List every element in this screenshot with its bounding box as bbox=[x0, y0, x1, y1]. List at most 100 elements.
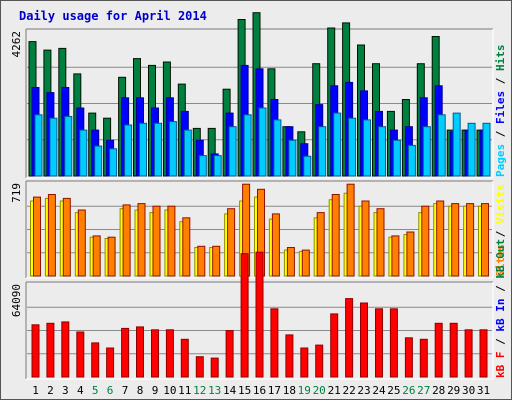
bar-sites-day-13 bbox=[212, 245, 221, 277]
x-tick-day-23: 23 bbox=[357, 384, 370, 397]
legend-item-kb-f: kB F bbox=[494, 352, 507, 379]
bar-kb-f-day-4 bbox=[76, 331, 85, 378]
x-tick-day-29: 29 bbox=[447, 384, 460, 397]
legend-item-visits: Visits bbox=[494, 184, 507, 224]
x-tick-day-18: 18 bbox=[283, 384, 296, 397]
bar-sites-day-5 bbox=[92, 235, 101, 277]
x-tick-day-25: 25 bbox=[387, 384, 400, 397]
x-tick-day-9: 9 bbox=[152, 384, 159, 397]
legend-separator: / bbox=[494, 332, 507, 352]
x-tick-day-15: 15 bbox=[238, 384, 251, 397]
bar-pages-day-28 bbox=[437, 114, 446, 177]
x-tick-day-5: 5 bbox=[92, 384, 99, 397]
legend-item-kb-in: kB In bbox=[494, 299, 507, 332]
bar-sites-day-1 bbox=[33, 196, 41, 277]
chart-title: Daily usage for April 2014 bbox=[19, 9, 207, 23]
bar-kb-f-day-11 bbox=[180, 338, 189, 378]
y-max-label: 64090 bbox=[10, 284, 23, 317]
panel-kbytes: 64090 kB F / kB In / kB Out bbox=[10, 239, 507, 380]
bar-pages-day-13 bbox=[213, 155, 222, 177]
bar-sites-day-9 bbox=[152, 205, 161, 277]
bar-kb-f-day-27 bbox=[419, 338, 428, 378]
bar-sites-day-7 bbox=[122, 204, 131, 277]
x-tick-day-16: 16 bbox=[253, 384, 266, 397]
x-tick-day-17: 17 bbox=[268, 384, 281, 397]
x-tick-day-21: 21 bbox=[328, 384, 341, 397]
bar-kb-f-day-28 bbox=[434, 322, 443, 378]
bar-kb-f-day-17 bbox=[270, 308, 279, 378]
bar-kb-f-day-5 bbox=[91, 342, 100, 378]
legend-separator: / bbox=[494, 224, 507, 244]
x-tick-day-10: 10 bbox=[163, 384, 176, 397]
bar-kb-f-day-15 bbox=[240, 253, 249, 378]
bar-kb-f-day-1 bbox=[31, 324, 40, 378]
bar-sites-day-2 bbox=[47, 194, 56, 277]
bar-pages-day-2 bbox=[49, 117, 58, 177]
bar-pages-day-11 bbox=[183, 129, 192, 177]
bar-kb-f-day-9 bbox=[151, 329, 159, 378]
bar-kb-f-day-26 bbox=[404, 337, 413, 378]
bar-sites-day-6 bbox=[107, 236, 116, 277]
bar-pages-day-17 bbox=[273, 119, 282, 177]
legend: kB F / kB In / kB Out bbox=[494, 239, 507, 378]
legend-item-files: Files bbox=[494, 91, 507, 124]
bar-sites-day-26 bbox=[406, 231, 415, 277]
x-tick-day-19: 19 bbox=[298, 384, 311, 397]
x-tick-day-22: 22 bbox=[342, 384, 355, 397]
bar-sites-day-12 bbox=[197, 245, 206, 277]
x-tick-day-8: 8 bbox=[137, 384, 144, 397]
bar-sites-day-25 bbox=[391, 235, 400, 277]
legend-separator: / bbox=[494, 71, 507, 91]
x-tick-day-6: 6 bbox=[107, 384, 114, 397]
bar-sites-day-27 bbox=[421, 205, 430, 277]
bar-kb-f-day-18 bbox=[285, 334, 294, 378]
x-tick-day-26: 26 bbox=[402, 384, 415, 397]
bar-pages-day-19 bbox=[303, 155, 312, 177]
bar-pages-day-20 bbox=[318, 126, 327, 177]
legend-separator: / bbox=[494, 124, 507, 144]
bar-pages-day-9 bbox=[154, 122, 162, 177]
x-tick-labels: 1 2 3 4 5 6 7 8 9 10 11 12 13 14 15 16 17 18 19 20 21 22 23 24 2… bbox=[32, 384, 490, 397]
bar-kb-f-day-22 bbox=[345, 298, 354, 378]
legend-item-hits: Hits bbox=[494, 45, 507, 72]
bar-sites-day-10 bbox=[167, 205, 176, 277]
x-tick-day-28: 28 bbox=[432, 384, 445, 397]
bar-kb-f-day-25 bbox=[389, 308, 398, 378]
x-tick-day-11: 11 bbox=[178, 384, 191, 397]
bar-kb-f-day-30 bbox=[464, 329, 473, 378]
bar-kb-f-day-6 bbox=[106, 347, 115, 378]
bar-pages-day-24 bbox=[378, 126, 386, 177]
legend: Pages / Files / Hits bbox=[494, 45, 507, 178]
bar-sites-day-20 bbox=[316, 212, 325, 277]
bar-sites-day-18 bbox=[286, 247, 295, 277]
bar-sites-day-30 bbox=[466, 203, 475, 277]
bar-kb-f-day-16 bbox=[255, 251, 264, 378]
bar-kb-f-day-21 bbox=[330, 313, 339, 378]
x-tick-day-3: 3 bbox=[62, 384, 69, 397]
bar-kb-f-day-20 bbox=[315, 344, 324, 378]
bar-pages-day-31 bbox=[482, 122, 491, 177]
bar-pages-day-18 bbox=[288, 139, 297, 177]
bar-kb-f-day-13 bbox=[210, 357, 219, 378]
bar-sites-day-14 bbox=[227, 208, 236, 277]
bar-pages-day-10 bbox=[168, 121, 177, 177]
x-tick-day-27: 27 bbox=[417, 384, 430, 397]
bar-pages-day-16 bbox=[258, 107, 267, 177]
y-max-label: 4262 bbox=[10, 31, 23, 58]
bar-kb-f-day-29 bbox=[449, 322, 458, 378]
bar-sites-day-29 bbox=[451, 203, 460, 277]
bar-sites-day-8 bbox=[137, 203, 146, 277]
x-tick-day-4: 4 bbox=[77, 384, 84, 397]
bar-pages-day-15 bbox=[243, 114, 252, 177]
legend: Sites / Visits bbox=[494, 184, 507, 277]
bar-pages-day-3 bbox=[64, 116, 73, 177]
bar-sites-day-28 bbox=[436, 200, 445, 277]
panel-hits-files-pages: 4262 Pages / Files / Hits bbox=[10, 12, 507, 179]
bar-pages-day-21 bbox=[333, 112, 342, 177]
bar-kb-f-day-19 bbox=[300, 347, 309, 378]
bar-pages-day-6 bbox=[109, 148, 118, 177]
x-tick-day-30: 30 bbox=[462, 384, 475, 397]
bar-sites-day-17 bbox=[271, 213, 280, 277]
